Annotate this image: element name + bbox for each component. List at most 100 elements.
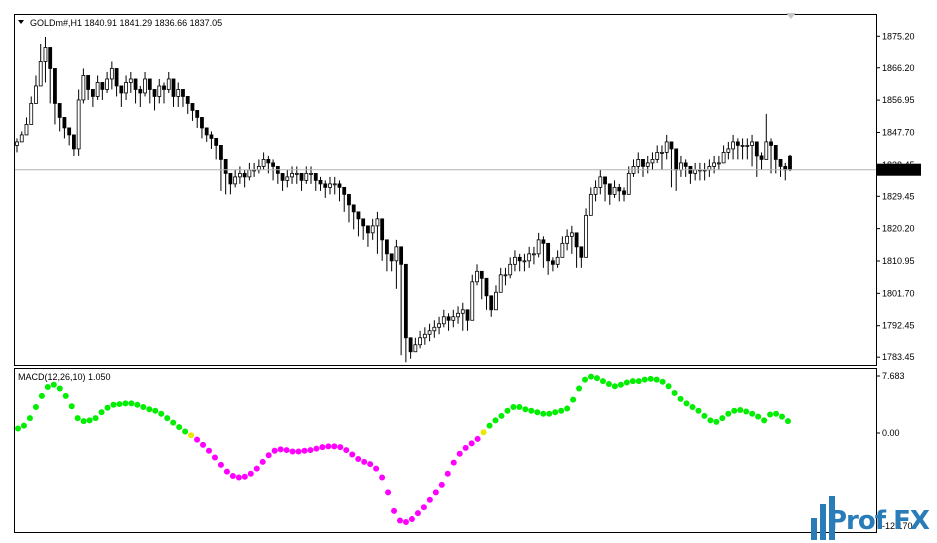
candle-body [271, 162, 275, 167]
price-tick-label: 1792.45 [882, 321, 915, 331]
macd-point [331, 443, 338, 450]
macd-point [599, 378, 606, 385]
candle-body [669, 141, 674, 150]
candle-body [34, 85, 38, 104]
candle-body [489, 295, 494, 311]
candle-body [304, 172, 309, 181]
candle-body [375, 218, 380, 227]
candle-body [124, 82, 128, 94]
macd-point [444, 470, 451, 477]
candle-body [460, 309, 465, 314]
macd-point [385, 489, 392, 496]
candle-body [214, 138, 219, 146]
current-price-label: 1837.05 [882, 165, 915, 175]
candle-body [247, 169, 252, 178]
current-price-marker: 1837.05 [15, 163, 921, 176]
macd-point [68, 403, 75, 410]
macd-point [683, 400, 690, 407]
price-panel[interactable]: 1837.05 1875.20 1866.20 1856.95 1847.70 1838… [14, 13, 922, 366]
macd-axis: 7.683 0.00 -12.170 [876, 371, 913, 531]
menu-triangle-icon[interactable] [18, 20, 24, 24]
macd-point [432, 489, 439, 496]
current-price-label-bg [877, 163, 921, 176]
candle-body [105, 78, 110, 90]
macd-point [259, 458, 266, 465]
macd-point [313, 445, 320, 452]
macd-point [456, 450, 463, 457]
macd-point [367, 461, 374, 468]
candle-body [361, 218, 366, 227]
candle-body [612, 186, 617, 195]
macd-point [474, 435, 481, 442]
candle-body [712, 162, 717, 167]
macd-point [593, 375, 600, 382]
macd-point [653, 376, 660, 383]
macd-point [689, 404, 696, 411]
candle-body [740, 145, 745, 147]
price-tick-label: 1838.45 [882, 160, 915, 170]
candle-body [674, 148, 679, 171]
candle-body [432, 326, 437, 332]
candle-body [166, 78, 171, 90]
candle-body [408, 337, 413, 353]
candle-body [735, 141, 740, 146]
macd-point [319, 444, 326, 451]
candle-body [143, 78, 147, 94]
macd-point [498, 412, 505, 419]
price-tick-label: 1829.45 [882, 191, 915, 201]
macd-point [283, 447, 290, 454]
macd-point [761, 417, 768, 424]
macd-point [295, 448, 302, 455]
candle-body [769, 141, 773, 146]
macd-point [211, 454, 218, 461]
candle-body [332, 183, 337, 186]
macd-point [200, 441, 207, 448]
candle-body [219, 145, 223, 160]
candle-body [764, 141, 769, 160]
candle-body [204, 127, 209, 136]
macd-point [570, 396, 577, 403]
candle-body [716, 162, 721, 165]
candle-body [641, 158, 645, 167]
chart-shift-marker-icon[interactable] [786, 13, 796, 19]
candle-body [76, 99, 81, 150]
candle-body [555, 256, 560, 265]
candle-body [645, 162, 650, 167]
candle-body [527, 253, 532, 262]
macd-point [528, 407, 535, 414]
macd-point [104, 404, 111, 411]
price-panel-border [14, 14, 877, 366]
macd-point [271, 447, 278, 454]
macd-point [408, 516, 415, 523]
candle-body [536, 239, 541, 255]
macd-point [426, 496, 433, 503]
candle-body [517, 256, 522, 262]
candle-body [72, 134, 76, 150]
macd-point [56, 385, 63, 392]
candle-body [266, 158, 271, 164]
macd-point [355, 455, 362, 462]
candle-body [484, 277, 489, 297]
macd-point [20, 422, 27, 429]
logo-bar-icon [811, 496, 835, 540]
candle-body [731, 141, 735, 150]
price-axis: 1875.20 1866.20 1856.95 1847.70 1838.45 1829.… [876, 31, 915, 362]
price-candles [15, 36, 792, 363]
candle-body [603, 176, 607, 185]
macd-point [414, 510, 421, 517]
candle-body [290, 172, 294, 178]
macd-point [635, 378, 642, 385]
candle-body [508, 263, 513, 276]
macd-point [534, 409, 541, 416]
candle-body [67, 127, 72, 136]
macd-point [44, 384, 51, 391]
candle-body [152, 89, 157, 97]
candle-body [366, 225, 370, 234]
macd-panel[interactable]: MACD(12,26,10) 1.050 7.683 0.00 -12.170 [14, 368, 913, 533]
price-tick-label: 1810.95 [882, 256, 915, 266]
macd-point [146, 406, 153, 413]
watermark-text: Prof FX [828, 506, 930, 536]
candle-body [133, 78, 138, 90]
macd-point [779, 413, 786, 420]
